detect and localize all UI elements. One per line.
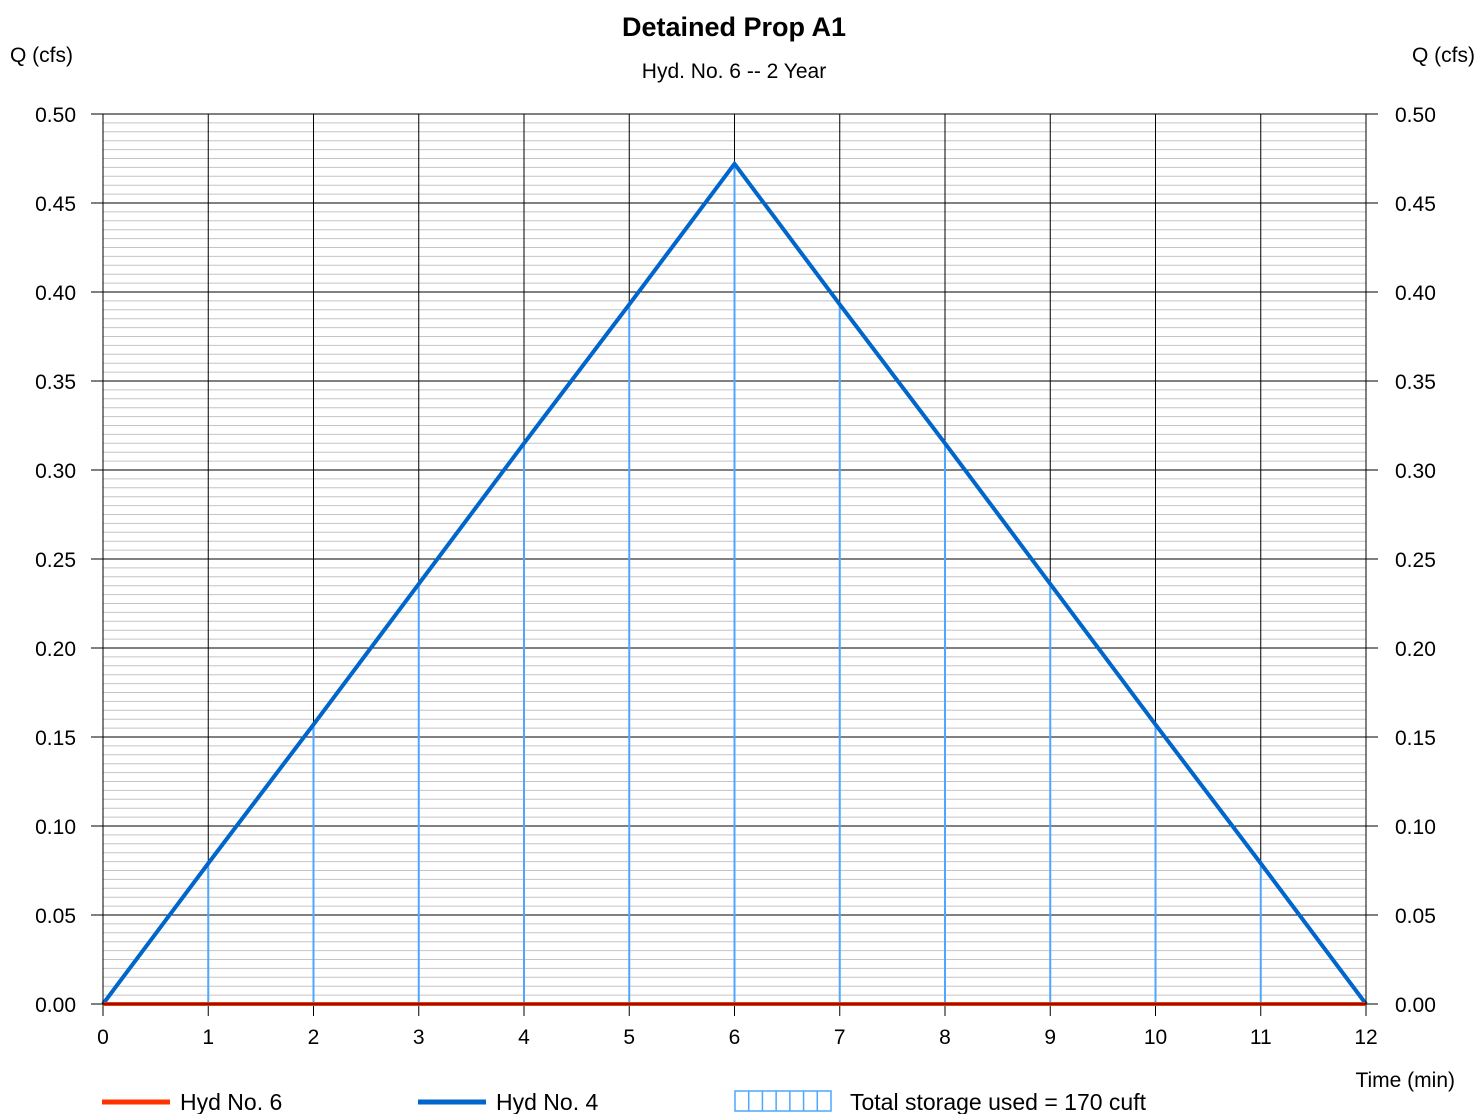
legend-label-hyd-6: Hyd No. 6	[180, 1089, 282, 1114]
y-tick-label-right: 0.25	[1395, 549, 1436, 572]
chart-title: Detained Prop A1	[622, 12, 846, 42]
legend-label-hyd-4: Hyd No. 4	[496, 1089, 598, 1114]
x-tick-label: 2	[308, 1026, 320, 1049]
y-tick-label-left: 0.25	[35, 549, 76, 572]
x-tick-label: 7	[834, 1026, 846, 1049]
y-tick-label-right: 0.45	[1395, 193, 1436, 216]
x-tick-label: 1	[202, 1026, 214, 1049]
y-tick-label-right: 0.10	[1395, 816, 1436, 839]
tick-labels: 0.00 0.00 0.05 0.05 0.10 0.10 0.15 0.15 0.20 0.20…	[35, 104, 1436, 1049]
storage-swatch-box	[734, 1090, 832, 1112]
x-tick-label: 10	[1144, 1026, 1167, 1049]
x-tick-label: 9	[1044, 1026, 1056, 1049]
x-tick-label: 5	[623, 1026, 635, 1049]
legend-label-storage: Total storage used = 170 cuft	[850, 1089, 1147, 1114]
y-tick-label-right: 0.20	[1395, 638, 1436, 661]
x-tick-label: 12	[1354, 1026, 1377, 1049]
y-tick-label-left: 0.50	[35, 104, 76, 127]
y-tick-label-right: 0.05	[1395, 905, 1436, 928]
y-tick-label-left: 0.45	[35, 193, 76, 216]
y-tick-label-right: 0.00	[1395, 994, 1436, 1017]
y-tick-label-right: 0.30	[1395, 460, 1436, 483]
y-tick-label-left: 0.10	[35, 816, 76, 839]
y-tick-label-left: 0.00	[35, 994, 76, 1017]
legend-swatch-storage	[734, 1090, 832, 1112]
y-tick-label-right: 0.15	[1395, 727, 1436, 750]
y-tick-label-left: 0.40	[35, 282, 76, 305]
x-axis-label: Time (min)	[1355, 1069, 1455, 1092]
x-tick-label: 11	[1250, 1026, 1272, 1049]
plot-border	[102, 113, 1367, 1005]
y-axis-label-right: Q (cfs)	[1412, 44, 1475, 67]
x-tick-label: 0	[97, 1026, 109, 1049]
storage-bars	[207, 163, 1262, 1004]
y-tick-label-right: 0.35	[1395, 371, 1436, 394]
x-tick-label: 4	[518, 1026, 530, 1049]
y-tick-label-left: 0.35	[35, 371, 76, 394]
x-tick-label: 6	[729, 1026, 741, 1049]
legend: Hyd No. 6 Hyd No. 4 Total storage used =…	[102, 1089, 1147, 1114]
plot-frame	[102, 113, 1367, 1005]
x-tick-label: 3	[413, 1026, 425, 1049]
y-tick-label-left: 0.15	[35, 727, 76, 750]
y-tick-label-left: 0.30	[35, 460, 76, 483]
y-tick-label-right: 0.50	[1395, 104, 1436, 127]
x-tick-label: 8	[939, 1026, 951, 1049]
y-tick-label-left: 0.05	[35, 905, 76, 928]
y-tick-label-left: 0.20	[35, 638, 76, 661]
chart-subtitle: Hyd. No. 6 -- 2 Year	[642, 60, 826, 83]
y-tick-label-right: 0.40	[1395, 282, 1436, 305]
y-axis-label-left: Q (cfs)	[10, 44, 73, 67]
series-line-hyd-no-4	[101, 160, 1368, 1006]
